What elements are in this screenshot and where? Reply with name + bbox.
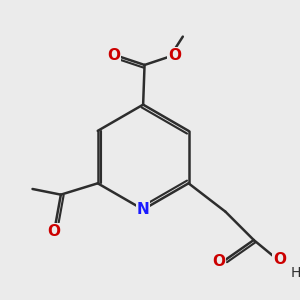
Text: O: O xyxy=(273,252,286,267)
Text: O: O xyxy=(107,47,120,62)
Text: O: O xyxy=(47,224,60,239)
Text: O: O xyxy=(212,254,225,269)
Text: N: N xyxy=(137,202,149,217)
Text: H: H xyxy=(291,266,300,280)
Text: O: O xyxy=(168,47,181,62)
